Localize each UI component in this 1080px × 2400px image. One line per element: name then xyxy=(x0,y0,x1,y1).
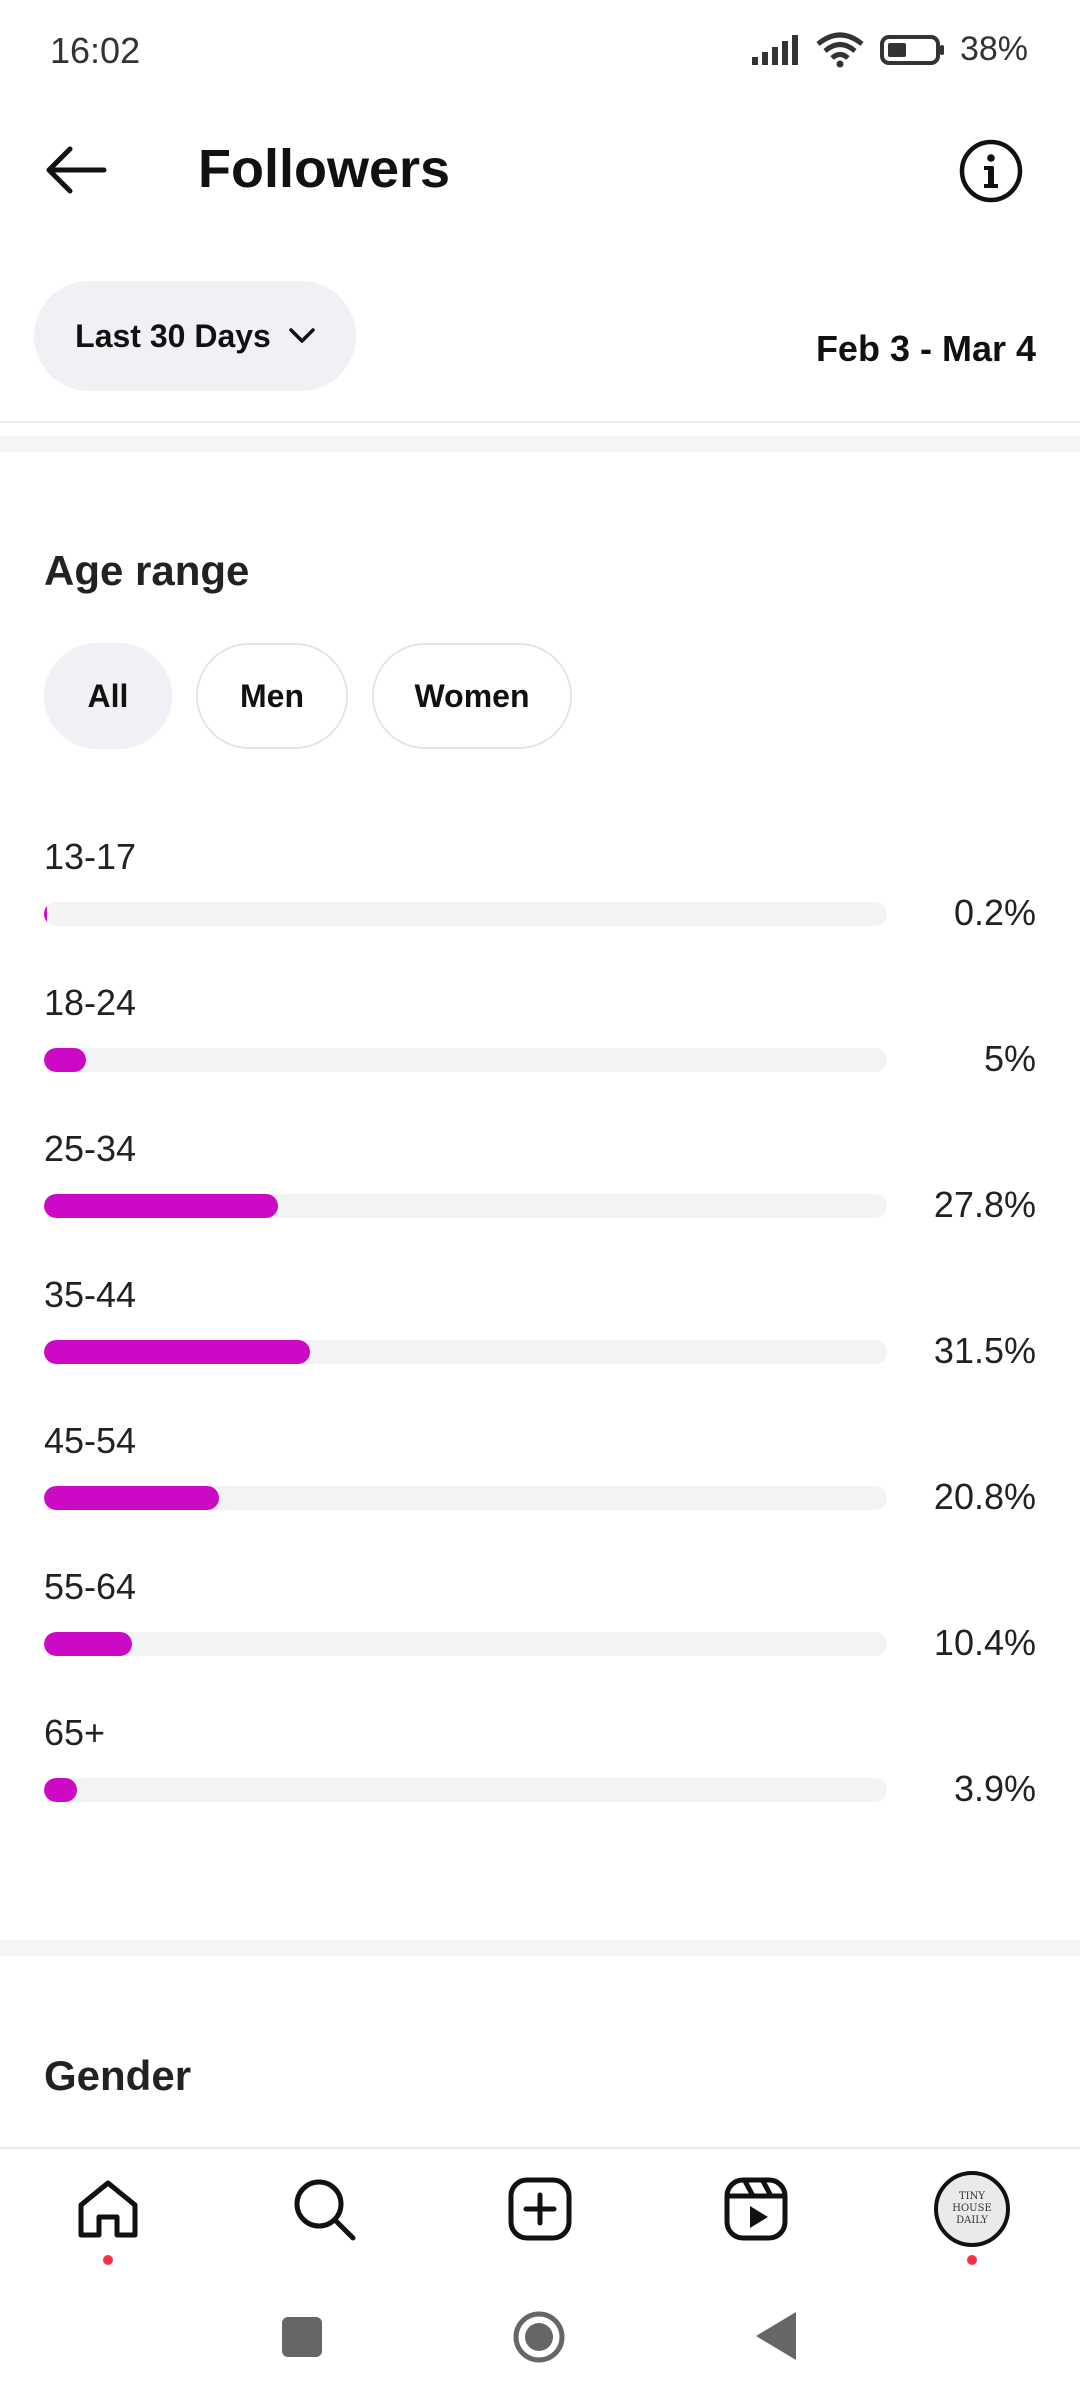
gender-title: Gender xyxy=(44,2052,192,2099)
nav-create[interactable] xyxy=(500,2169,580,2249)
bar-fill xyxy=(44,1778,77,1802)
chip-all-label: All xyxy=(87,677,129,714)
chip-women-label: Women xyxy=(414,677,530,714)
nav-search[interactable] xyxy=(284,2169,364,2249)
age-row: 25-34 27.8% xyxy=(44,1128,1036,1274)
bar-track xyxy=(44,1632,887,1656)
home-icon xyxy=(78,2180,138,2238)
age-row: 35-44 31.5% xyxy=(44,1274,1036,1420)
date-range-text: Feb 3 - Mar 4 xyxy=(815,328,1036,369)
recents-button[interactable] xyxy=(282,2317,322,2357)
bar-value: 0.2% xyxy=(953,892,1036,933)
bar-track xyxy=(44,902,887,926)
bar-fill xyxy=(44,1486,220,1510)
back-button[interactable] xyxy=(40,140,112,200)
bottom-nav: TINY HOUSE DAILY xyxy=(0,2149,1080,2269)
status-time: 16:02 xyxy=(50,30,141,71)
chip-men-label: Men xyxy=(240,677,304,714)
age-label: 13-17 xyxy=(44,836,137,877)
gender-filter-chips: All Men Women xyxy=(44,643,572,749)
page-title: Followers xyxy=(198,139,451,199)
bar-value: 31.5% xyxy=(933,1330,1036,1371)
chevron-down-icon xyxy=(289,328,315,343)
nav-home[interactable] xyxy=(68,2169,148,2265)
bar-fill xyxy=(44,1048,87,1072)
date-range-dropdown[interactable]: Last 30 Days xyxy=(34,281,356,391)
avatar-text-line1: TINY HOUSE xyxy=(952,2191,992,2214)
info-button[interactable] xyxy=(958,138,1024,204)
reels-icon xyxy=(724,2177,788,2241)
battery-icon xyxy=(879,34,944,65)
notification-dot xyxy=(967,2255,977,2265)
avatar-text-line2: DAILY xyxy=(956,2215,988,2226)
bar-value: 5% xyxy=(983,1038,1036,1079)
divider xyxy=(0,421,1080,423)
status-icons: 38% xyxy=(751,30,1028,69)
create-icon xyxy=(508,2177,572,2241)
bar-track xyxy=(44,1486,887,1510)
bar-value: 10.4% xyxy=(933,1622,1036,1663)
notification-dot xyxy=(103,2255,113,2265)
nav-reels[interactable] xyxy=(716,2169,796,2249)
profile-avatar: TINY HOUSE DAILY xyxy=(934,2171,1010,2247)
chip-women[interactable]: Women xyxy=(372,643,572,749)
bar-value: 27.8% xyxy=(933,1184,1036,1225)
age-label: 45-54 xyxy=(44,1420,137,1461)
age-label: 18-24 xyxy=(44,982,137,1023)
search-icon xyxy=(294,2179,356,2241)
bar-track xyxy=(44,1340,887,1364)
age-label: 65+ xyxy=(44,1712,106,1753)
age-row: 55-64 10.4% xyxy=(44,1566,1036,1712)
back-arrow-icon xyxy=(46,146,107,194)
system-nav-bar xyxy=(0,2280,1080,2390)
info-icon xyxy=(959,139,1023,203)
date-range-label: Last 30 Days xyxy=(75,317,271,354)
home-button[interactable] xyxy=(512,2310,566,2364)
age-row: 13-17 0.2% xyxy=(44,836,1036,982)
section-separator xyxy=(0,436,1080,452)
age-row: 18-24 5% xyxy=(44,982,1036,1128)
wifi-icon xyxy=(816,32,864,67)
bar-track xyxy=(44,1194,887,1218)
bar-fill xyxy=(44,1194,279,1218)
bar-fill xyxy=(44,1340,310,1364)
chip-all[interactable]: All xyxy=(44,643,172,749)
nav-profile[interactable]: TINY HOUSE DAILY xyxy=(932,2169,1012,2265)
age-label: 35-44 xyxy=(44,1274,137,1315)
age-range-title: Age range xyxy=(44,547,250,594)
age-label: 55-64 xyxy=(44,1566,137,1607)
battery-percent: 38% xyxy=(959,30,1028,68)
bar-track xyxy=(44,1778,887,1802)
divider xyxy=(0,2147,1080,2149)
bar-track xyxy=(44,1048,887,1072)
signal-icon xyxy=(751,34,798,65)
age-label: 25-34 xyxy=(44,1128,137,1169)
bar-fill xyxy=(44,1632,132,1656)
bar-value: 20.8% xyxy=(933,1476,1036,1517)
bar-fill xyxy=(44,902,48,926)
back-nav-button[interactable] xyxy=(756,2312,796,2360)
section-separator xyxy=(0,1940,1080,1956)
chip-men[interactable]: Men xyxy=(196,643,348,749)
bar-value: 3.9% xyxy=(953,1768,1036,1809)
age-row: 65+ 3.9% xyxy=(44,1712,1036,1858)
age-row: 45-54 20.8% xyxy=(44,1420,1036,1566)
